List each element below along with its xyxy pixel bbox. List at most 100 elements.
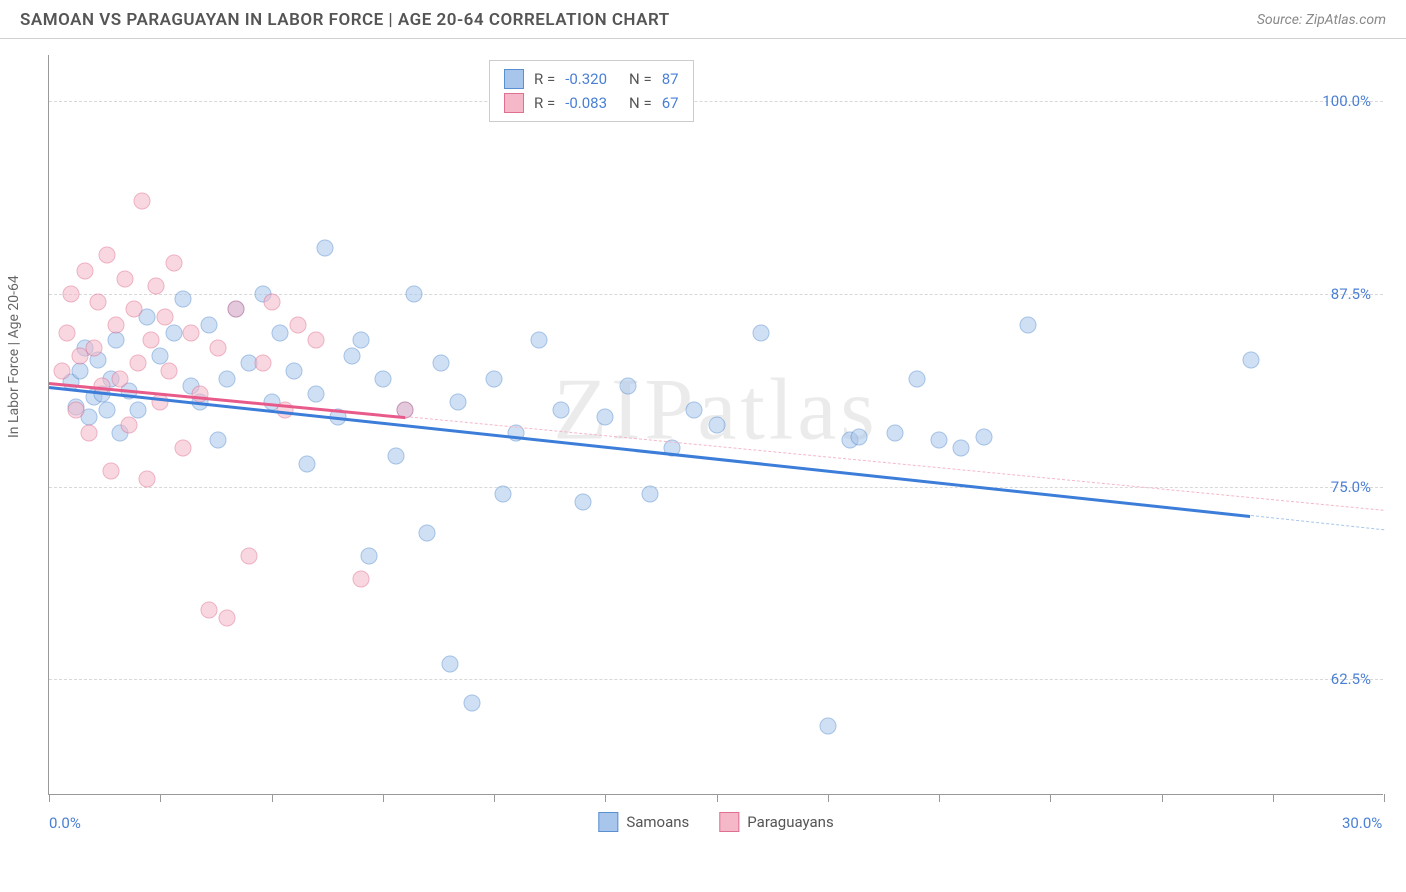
data-point xyxy=(85,339,102,356)
data-point xyxy=(147,278,164,295)
data-point xyxy=(76,262,93,279)
correlation-legend: R = -0.320N = 87R = -0.083N = 67 xyxy=(489,60,694,122)
data-point xyxy=(81,424,98,441)
data-point xyxy=(121,417,138,434)
n-value: 87 xyxy=(662,70,679,88)
data-point xyxy=(931,432,948,449)
data-point xyxy=(272,324,289,341)
data-point xyxy=(819,717,836,734)
data-point xyxy=(552,401,569,418)
y-tick-label: 62.5% xyxy=(1331,670,1371,688)
r-value: -0.320 xyxy=(565,70,607,88)
data-point xyxy=(165,255,182,272)
data-point xyxy=(352,571,369,588)
data-point xyxy=(953,440,970,457)
x-tick xyxy=(1384,794,1385,802)
data-point xyxy=(210,339,227,356)
chart-header: SAMOAN VS PARAGUAYAN IN LABOR FORCE | AG… xyxy=(0,0,1406,39)
gridline xyxy=(49,487,1383,488)
trend-extrapolation xyxy=(1250,515,1384,530)
data-point xyxy=(254,355,271,372)
scatter-chart: ZIPatlas 62.5%75.0%87.5%100.0%0.0%30.0%R… xyxy=(48,55,1383,795)
legend-label: Paraguayans xyxy=(747,813,833,831)
x-tick xyxy=(1050,794,1051,802)
n-value: 67 xyxy=(662,94,679,112)
data-point xyxy=(134,193,151,210)
data-point xyxy=(152,347,169,364)
x-tick xyxy=(939,794,940,802)
data-point xyxy=(641,486,658,503)
data-point xyxy=(263,293,280,310)
data-point xyxy=(174,440,191,457)
data-point xyxy=(103,463,120,480)
data-point xyxy=(98,247,115,264)
data-point xyxy=(201,316,218,333)
source-attribution: Source: ZipAtlas.com xyxy=(1257,12,1386,28)
data-point xyxy=(112,370,129,387)
legend-label: Samoans xyxy=(626,813,689,831)
data-point xyxy=(156,309,173,326)
x-tick xyxy=(272,794,273,802)
gridline xyxy=(49,679,1383,680)
data-point xyxy=(450,393,467,410)
x-tick xyxy=(49,794,50,802)
data-point xyxy=(290,316,307,333)
data-point xyxy=(686,401,703,418)
data-point xyxy=(161,363,178,380)
data-point xyxy=(308,386,325,403)
r-value: -0.083 xyxy=(565,94,607,112)
data-point xyxy=(89,293,106,310)
data-point xyxy=(432,355,449,372)
legend-swatch xyxy=(504,93,524,113)
r-label: R = xyxy=(534,70,555,88)
data-point xyxy=(361,548,378,565)
x-tick xyxy=(383,794,384,802)
data-point xyxy=(308,332,325,349)
data-point xyxy=(67,401,84,418)
data-point xyxy=(219,609,236,626)
data-point xyxy=(152,393,169,410)
legend-row: R = -0.083N = 67 xyxy=(504,91,679,115)
data-point xyxy=(143,332,160,349)
legend-swatch xyxy=(719,812,739,832)
data-point xyxy=(419,524,436,541)
r-label: R = xyxy=(534,94,555,112)
data-point xyxy=(463,694,480,711)
x-tick xyxy=(160,794,161,802)
data-point xyxy=(183,324,200,341)
x-tick xyxy=(1273,794,1274,802)
data-point xyxy=(908,370,925,387)
data-point xyxy=(850,429,867,446)
legend-item: Samoans xyxy=(598,812,689,832)
x-tick xyxy=(828,794,829,802)
x-tick xyxy=(1162,794,1163,802)
legend-item: Paraguayans xyxy=(719,812,833,832)
data-point xyxy=(54,363,71,380)
data-point xyxy=(388,447,405,464)
data-point xyxy=(494,486,511,503)
data-point xyxy=(219,370,236,387)
data-point xyxy=(241,548,258,565)
series-legend: Samoans Paraguayans xyxy=(598,812,833,832)
legend-row: R = -0.320N = 87 xyxy=(504,67,679,91)
data-point xyxy=(441,655,458,672)
data-point xyxy=(285,363,302,380)
data-point xyxy=(63,285,80,302)
data-point xyxy=(138,470,155,487)
y-axis-title: In Labor Force | Age 20-64 xyxy=(6,275,22,438)
x-tick-label: 0.0% xyxy=(49,814,81,832)
chart-title: SAMOAN VS PARAGUAYAN IN LABOR FORCE | AG… xyxy=(20,10,670,30)
x-tick xyxy=(605,794,606,802)
gridline xyxy=(49,294,1383,295)
data-point xyxy=(530,332,547,349)
data-point xyxy=(116,270,133,287)
data-point xyxy=(619,378,636,395)
data-point xyxy=(299,455,316,472)
y-tick-label: 87.5% xyxy=(1331,285,1371,303)
data-point xyxy=(107,316,124,333)
data-point xyxy=(58,324,75,341)
data-point xyxy=(98,401,115,418)
data-point xyxy=(405,285,422,302)
x-tick-label: 30.0% xyxy=(1342,814,1382,832)
data-point xyxy=(72,363,89,380)
